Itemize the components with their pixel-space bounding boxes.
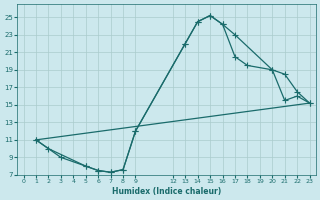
X-axis label: Humidex (Indice chaleur): Humidex (Indice chaleur) — [112, 187, 221, 196]
